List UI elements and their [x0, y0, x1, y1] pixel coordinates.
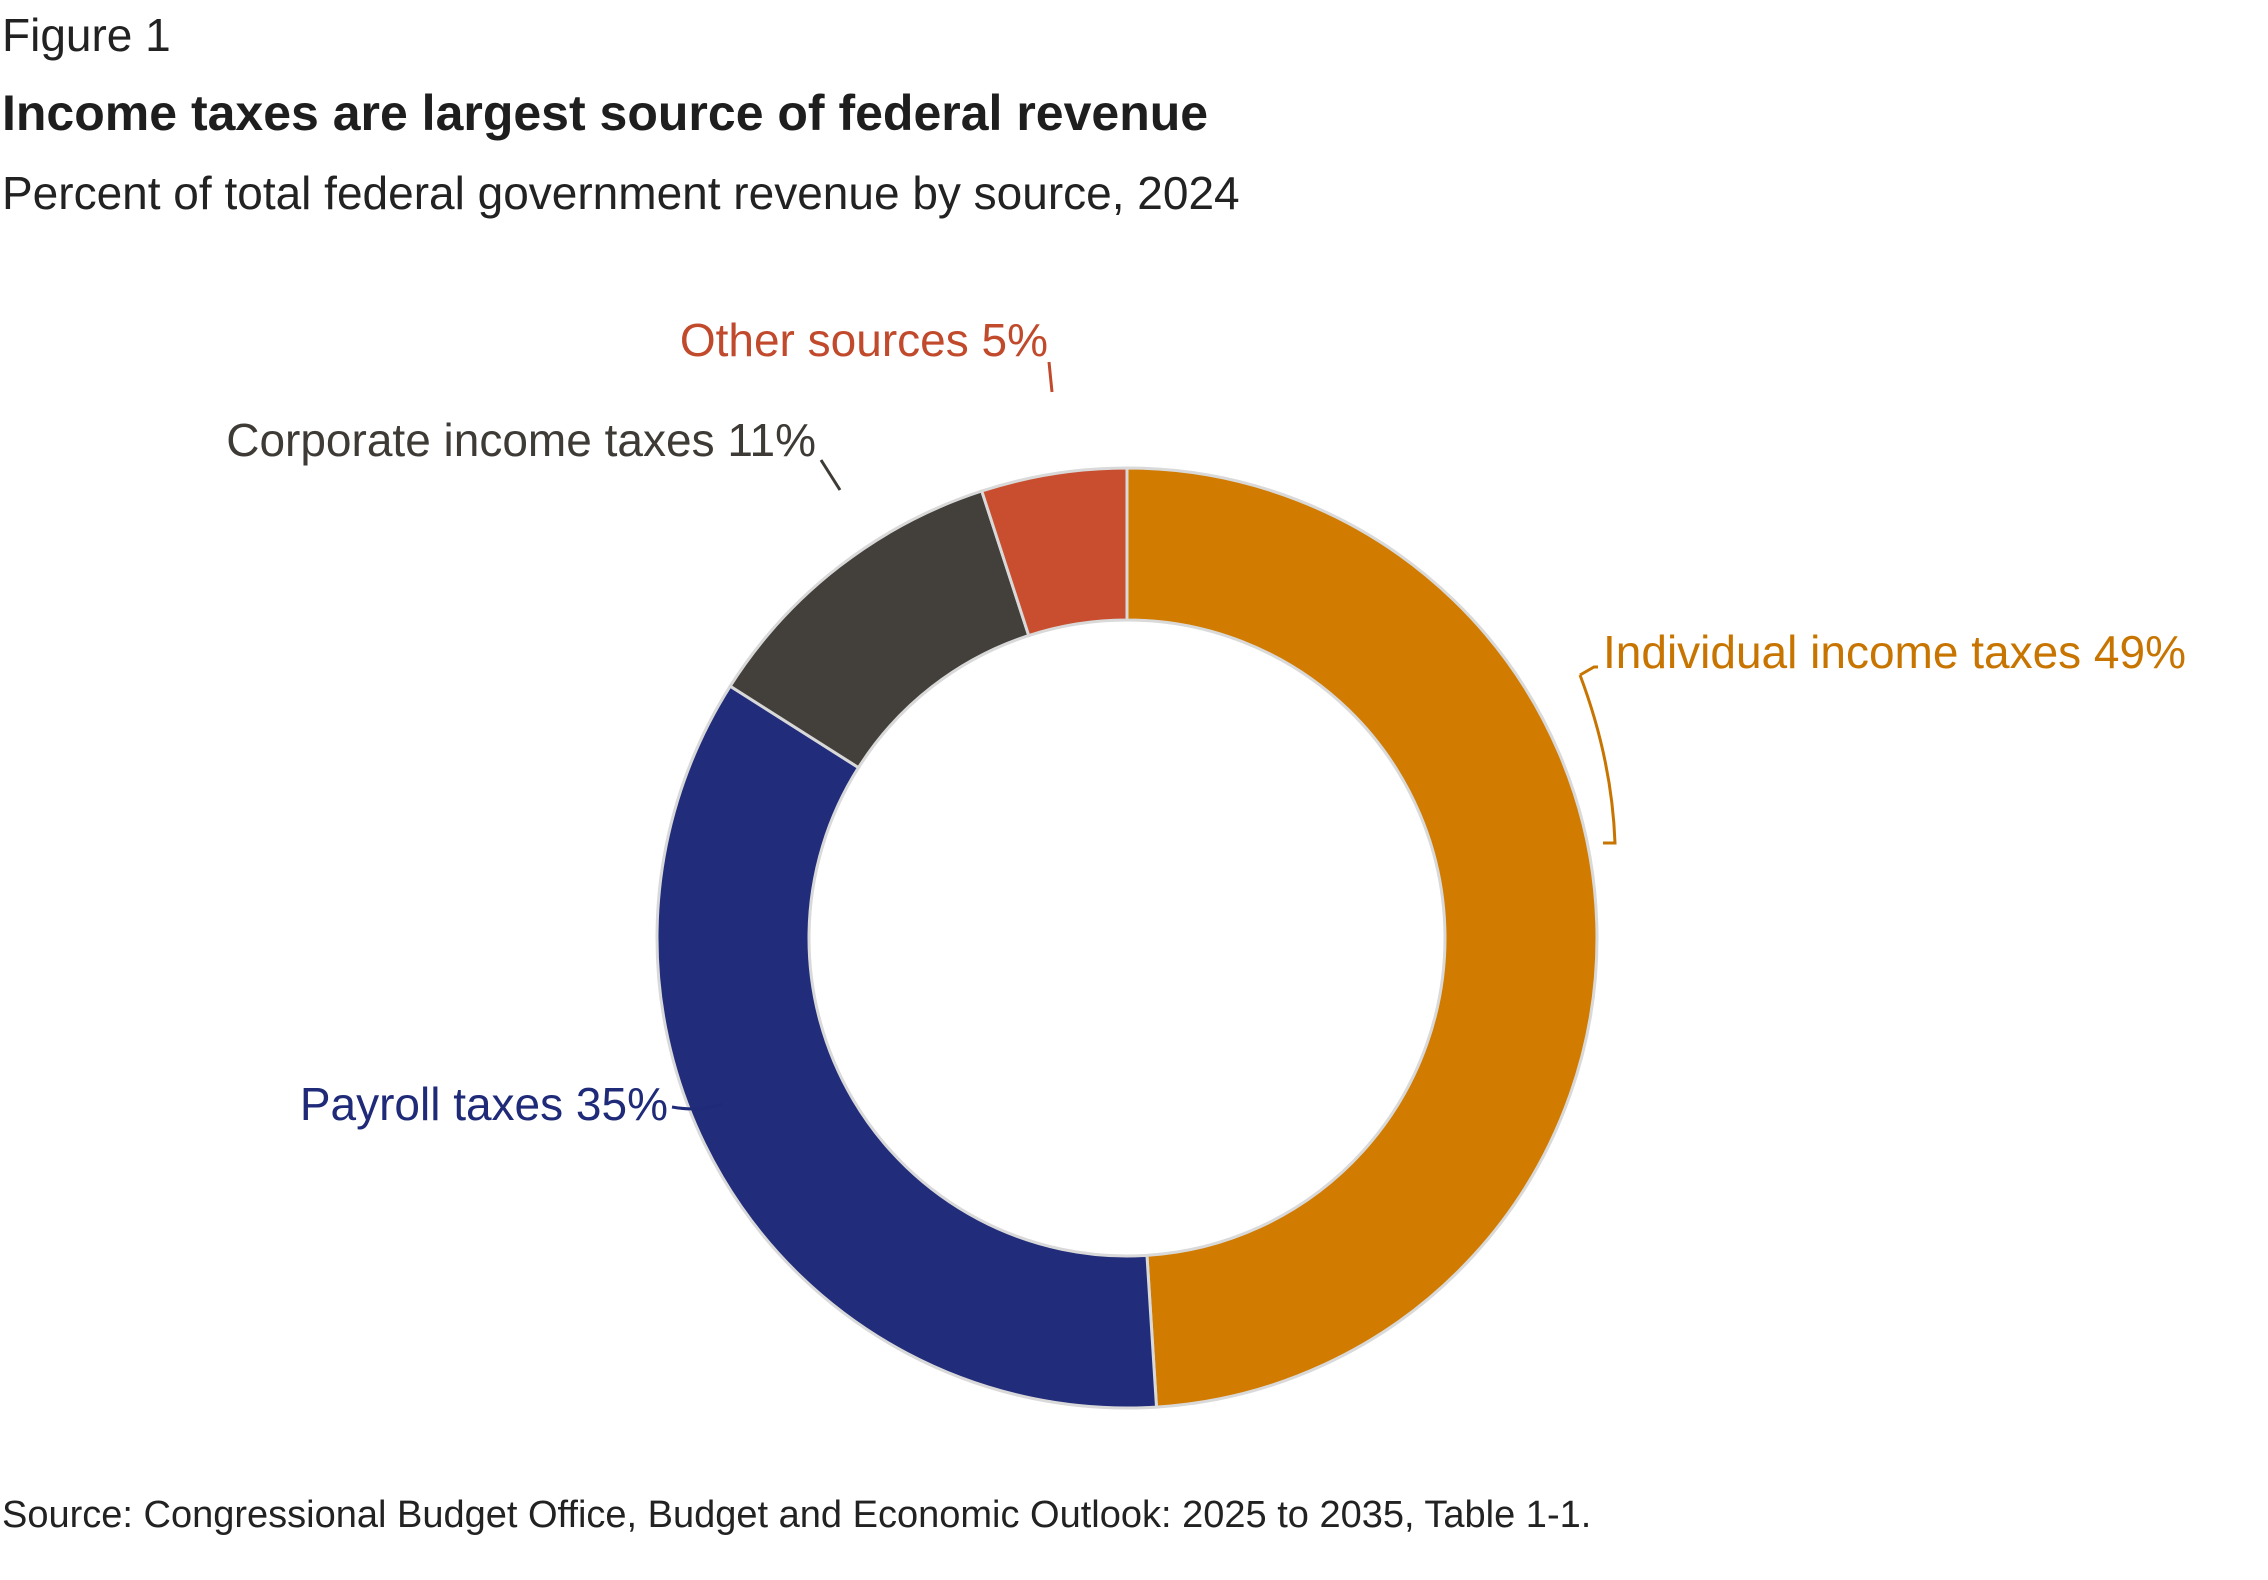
label-payroll-taxes: Payroll taxes 35%	[300, 1078, 668, 1130]
label-individual-income-taxes: Individual income taxes 49%	[1603, 626, 2186, 678]
source-note: Source: Congressional Budget Office, Bud…	[2, 1494, 1592, 1536]
chart-title: Income taxes are largest source of feder…	[2, 85, 1209, 141]
slice-other-sources	[979, 466, 1129, 638]
label-leader-lines	[671, 361, 1617, 1111]
leader-line-payroll-taxes	[671, 1102, 723, 1111]
chart-subtitle: Percent of total federal government reve…	[2, 167, 1240, 219]
label-other-sources: Other sources 5%	[680, 314, 1048, 366]
slice-labels: Individual income taxes 49% Payroll taxes…	[226, 314, 2186, 1130]
leader-line-individual-income-taxes	[1578, 665, 1617, 845]
donut-slices	[655, 466, 1599, 1410]
figure-label: Figure 1	[2, 9, 171, 61]
leader-line-corporate-income-taxes	[819, 459, 842, 491]
slice-individual-income-taxes	[1125, 466, 1599, 1409]
slice-payroll-taxes	[655, 684, 1159, 1410]
label-corporate-income-taxes: Corporate income taxes 11%	[226, 414, 816, 466]
leader-line-other-sources	[1047, 361, 1054, 393]
